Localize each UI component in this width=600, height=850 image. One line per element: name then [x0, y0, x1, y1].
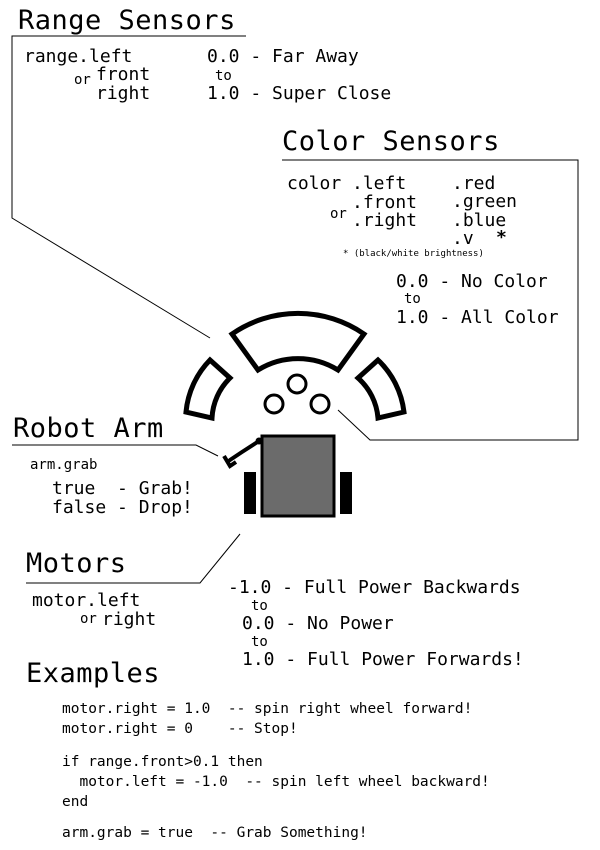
robot-body [260, 434, 336, 518]
color-green: .green [452, 191, 518, 212]
color-sensors-leader [282, 159, 579, 441]
range-to: to [215, 68, 232, 84]
robot-arm-heading: Robot Arm [13, 413, 164, 444]
motors-heading: Motors [26, 548, 127, 579]
color-sensor-front [286, 373, 308, 395]
color-max: 1.0 - All Color [396, 307, 559, 328]
robot-arm [228, 439, 261, 462]
color-note: * (black/white brightness) [343, 249, 484, 259]
range-sensor-right [354, 356, 407, 422]
motor-to-2: to [251, 634, 268, 650]
example-line-6: arm.grab = true -- Grab Something! [62, 825, 368, 841]
range-or: or [74, 72, 91, 88]
range-min: 0.0 - Far Away [207, 46, 359, 67]
robot-arm-leader [12, 444, 219, 457]
color-left: .left [352, 173, 407, 194]
color-right: .right [352, 210, 418, 231]
range-var: range.left [24, 46, 133, 67]
color-blue: .blue [452, 210, 507, 231]
robot-arm-joint [255, 437, 263, 445]
example-line-1: motor.right = 1.0 -- spin right wheel fo… [62, 701, 473, 717]
motor-or: or [80, 611, 97, 627]
examples-heading: Examples [26, 658, 161, 689]
robot-arm-gripper [222, 454, 238, 469]
color-red: .red [452, 173, 496, 194]
motor-min: -1.0 - Full Power Backwards [228, 577, 521, 598]
example-line-2: motor.right = 0 -- Stop! [62, 721, 298, 737]
motor-max: 1.0 - Full Power Forwards! [242, 649, 524, 670]
range-sensor-left [183, 356, 234, 422]
color-v-star: * [496, 227, 507, 248]
example-line-3: if range.front>0.1 then [62, 754, 263, 770]
color-min: 0.0 - No Color [396, 271, 548, 292]
color-sensors-heading: Color Sensors [282, 126, 500, 157]
wheel-right [340, 472, 352, 514]
color-or: or [330, 206, 347, 222]
range-max: 1.0 - Super Close [207, 83, 392, 104]
range-sensors-heading: Range Sensors [18, 5, 236, 36]
arm-var: arm.grab [30, 457, 98, 473]
color-sensor-left [263, 393, 285, 415]
motor-mid: 0.0 - No Power [242, 613, 394, 634]
range-front: front [96, 64, 151, 85]
example-line-4: motor.left = -1.0 -- spin left wheel bac… [62, 774, 490, 790]
color-front: .front [352, 192, 418, 213]
arm-false: false - Drop! [52, 497, 193, 518]
motor-var: motor.left [32, 590, 141, 611]
arm-true: true - Grab! [52, 478, 193, 499]
color-to: to [404, 291, 421, 307]
color-sensor-right [309, 393, 331, 415]
color-v: .v [452, 228, 474, 249]
motors-leader [26, 533, 241, 584]
color-var: color [287, 173, 342, 194]
example-line-5: end [62, 794, 89, 810]
range-sensor-front [228, 310, 368, 374]
range-right: right [96, 83, 151, 104]
motor-right: right [102, 609, 157, 630]
motor-to-1: to [251, 598, 268, 614]
wheel-left [244, 472, 256, 514]
range-sensors-leader [11, 35, 246, 339]
